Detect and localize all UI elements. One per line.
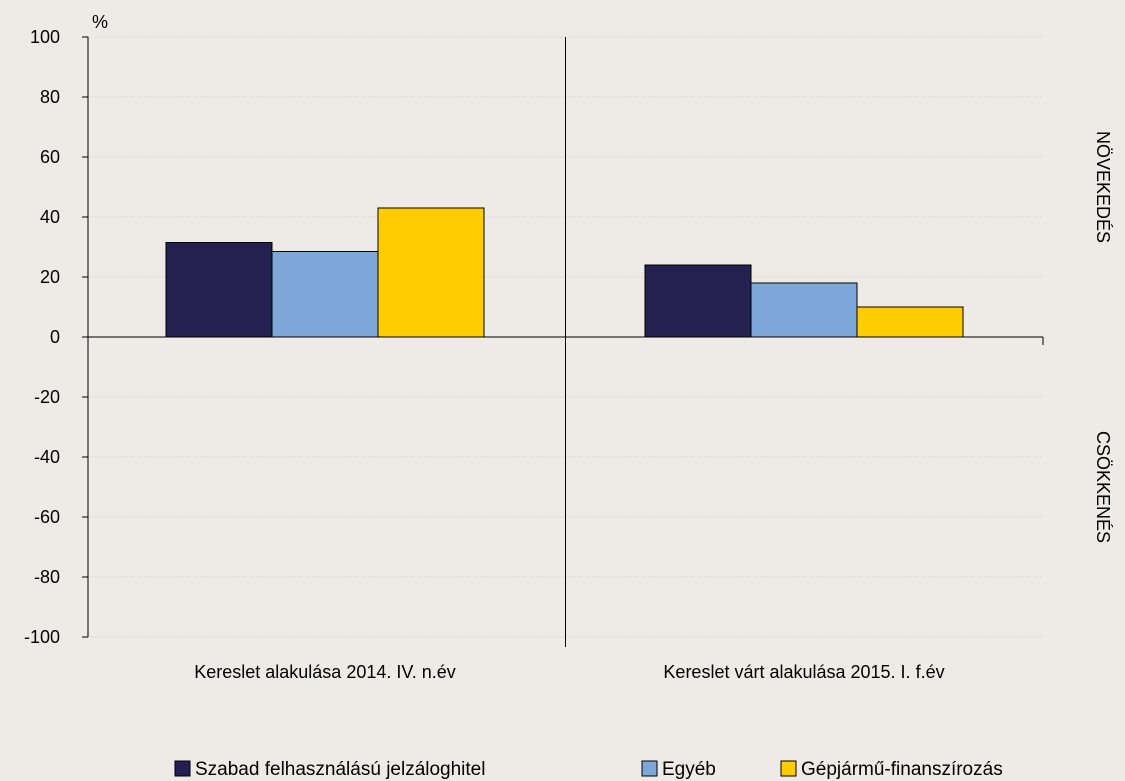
legend-label: Szabad felhasználású jelzáloghitel: [195, 759, 485, 780]
category-label: Kereslet várt alakulása 2015. I. f.év: [663, 662, 944, 682]
y-tick-label: 0: [50, 327, 60, 347]
y-tick-label: 60: [40, 147, 60, 167]
category-labels: Kereslet alakulása 2014. IV. n.év Keresle…: [194, 662, 944, 682]
bar: [856, 306, 964, 338]
bar: [644, 264, 752, 338]
right-label-top: NÖVEKEDÉS: [1093, 131, 1113, 243]
legend: Szabad felhasználású jelzáloghitel Egyéb G…: [174, 759, 1003, 780]
category-label: Kereslet alakulása 2014. IV. n.év: [194, 662, 456, 682]
legend-swatch: [641, 760, 658, 777]
bar: [377, 207, 485, 338]
bars: [165, 207, 964, 338]
y-tick-label: -80: [34, 567, 60, 587]
y-tick-label: -20: [34, 387, 60, 407]
y-tick-label: 80: [40, 87, 60, 107]
y-tick-label: 40: [40, 207, 60, 227]
y-tick-labels: 100 80 60 40 20 0 -20 -40 -60 -80 -100: [24, 27, 60, 647]
y-tick-label: -40: [34, 447, 60, 467]
y-tick-label: -100: [24, 627, 60, 647]
legend-label: Egyéb: [662, 759, 716, 780]
bar: [165, 242, 273, 338]
legend-swatch: [780, 760, 797, 777]
axes: [87, 37, 1044, 647]
legend-label: Gépjármű-finanszírozás: [801, 759, 1003, 780]
legend-swatch: [174, 760, 191, 777]
y-axis-unit: %: [92, 12, 108, 32]
y-tick-label: 20: [40, 267, 60, 287]
right-label-bottom: CSÖKKENÉS: [1093, 431, 1113, 543]
bar: [750, 282, 858, 338]
y-tick-label: -60: [34, 507, 60, 527]
y-tick-label: 100: [30, 27, 60, 47]
bar: [271, 251, 379, 338]
